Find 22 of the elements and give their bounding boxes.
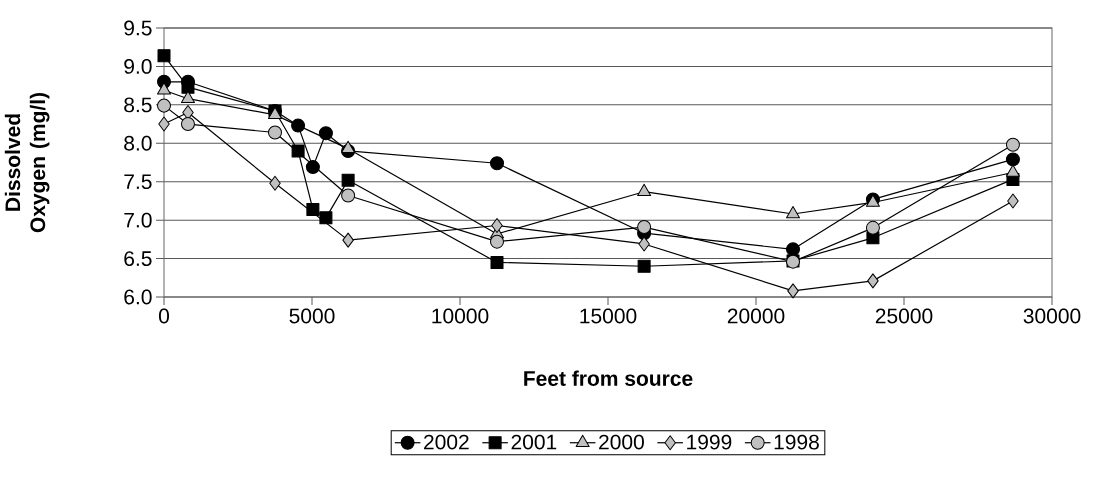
y-tick-label: 9.5: [124, 20, 152, 36]
x-tick-label: 25000: [875, 308, 933, 324]
y-tick-label: 6.5: [124, 251, 152, 266]
x-tick-label: 0: [158, 308, 170, 324]
legend-label: 1998: [774, 434, 819, 450]
y-axis-title: Dissolved Oxygen (mg/l): [4, 92, 50, 233]
y-tick-label: 9.0: [124, 58, 152, 74]
x-tick-label: 10000: [432, 308, 489, 324]
x-tick-label: 20000: [727, 308, 785, 324]
x-tick-label: 30000: [1023, 308, 1081, 324]
legend-label: 2002: [424, 434, 469, 450]
x-tick-label: 15000: [580, 308, 637, 324]
x-tick-label: 5000: [289, 308, 335, 324]
y-tick-label: 8.0: [124, 135, 152, 151]
y-tick-label: 6.0: [124, 289, 152, 305]
y-tick-label: 7.0: [124, 212, 152, 228]
y-tick-label: 8.5: [124, 97, 152, 113]
x-axis-title: Feet from source: [524, 370, 693, 386]
legend-label: 2000: [599, 434, 644, 450]
legend-label: 1999: [687, 434, 732, 450]
y-tick-label: 7.5: [124, 174, 152, 190]
legend-label: 2001: [511, 434, 557, 450]
